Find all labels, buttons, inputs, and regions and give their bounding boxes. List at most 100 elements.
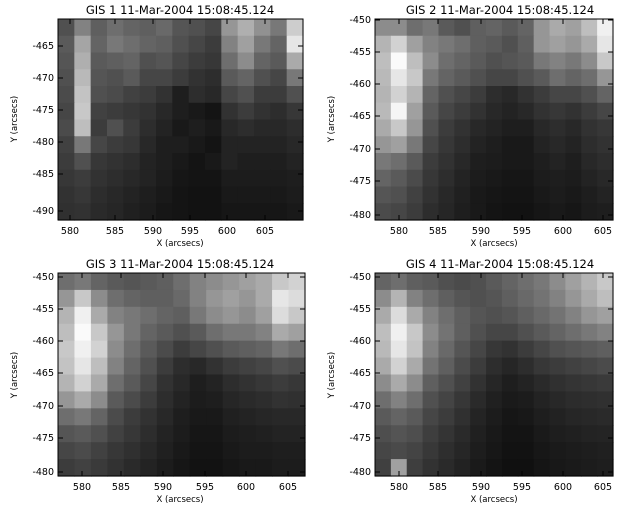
heatmap-cell <box>107 186 124 204</box>
heatmap-cell <box>390 35 408 54</box>
heatmap-cell <box>470 35 487 54</box>
heatmap-cell <box>565 153 582 171</box>
heatmap-cell <box>454 136 471 154</box>
panel-3-heatmap <box>58 273 306 477</box>
heatmap-cell <box>422 306 440 325</box>
heatmap-cell <box>470 186 487 204</box>
heatmap-cell <box>422 273 440 291</box>
heatmap-cell <box>255 306 273 325</box>
heatmap-cell <box>470 425 487 443</box>
heatmap-cell <box>517 425 535 443</box>
heatmap-cell <box>454 19 471 37</box>
heatmap-cell <box>189 391 207 409</box>
heatmap-cell <box>205 86 222 104</box>
heatmap-cell <box>205 119 222 137</box>
heatmap-cell <box>454 340 471 359</box>
heatmap-cell <box>139 102 157 121</box>
heatmap-cell <box>188 119 206 137</box>
heatmap-cell <box>422 357 440 376</box>
heatmap-cell <box>517 169 535 188</box>
heatmap-cell <box>107 459 125 477</box>
y-tick-label: -475 <box>32 433 54 444</box>
heatmap-cell <box>406 357 424 376</box>
heatmap-cell <box>206 357 224 376</box>
heatmap-cell <box>288 374 306 393</box>
heatmap-cell <box>123 86 141 104</box>
heatmap-cell <box>288 459 306 477</box>
heatmap-cell <box>189 340 207 359</box>
heatmap-cell <box>406 153 424 171</box>
heatmap-cell <box>74 408 92 426</box>
heatmap-cell <box>188 136 206 154</box>
heatmap-cell <box>189 323 207 342</box>
heatmap-cell <box>206 289 224 308</box>
panel-4-plot-frame <box>374 272 614 477</box>
heatmap-cell <box>286 19 304 37</box>
heatmap-cell <box>486 119 503 137</box>
heatmap-cell <box>237 203 255 221</box>
heatmap-cell <box>74 306 92 325</box>
heatmap-cell <box>375 52 392 70</box>
heatmap-cell <box>470 153 487 171</box>
heatmap-cell <box>90 186 108 204</box>
heatmap-cell <box>501 153 519 171</box>
heatmap-cell <box>390 273 408 291</box>
heatmap-cell <box>222 340 240 359</box>
heatmap-cell <box>172 52 190 70</box>
heatmap-cell <box>390 86 408 104</box>
heatmap-cell <box>422 119 440 137</box>
x-tick-label: 590 <box>154 482 172 493</box>
heatmap-cell <box>533 408 551 426</box>
heatmap-cell <box>597 273 614 291</box>
heatmap-cell <box>501 340 519 359</box>
heatmap-cell <box>188 203 206 221</box>
heatmap-cell <box>188 153 206 171</box>
y-tick-label: -470 <box>32 73 54 84</box>
heatmap-cell <box>375 19 392 37</box>
heatmap-cell <box>406 35 424 54</box>
heatmap-cell <box>237 153 255 171</box>
x-tick-label: 605 <box>279 482 297 493</box>
heatmap-cell <box>597 340 614 359</box>
heatmap-cell <box>140 357 158 376</box>
heatmap-cell <box>58 186 75 204</box>
heatmap-cell <box>189 408 207 426</box>
heatmap-cell <box>74 136 92 154</box>
heatmap-cell <box>221 136 239 154</box>
heatmap-cell <box>123 391 141 409</box>
heatmap-cell <box>74 323 92 342</box>
heatmap-cell <box>156 203 173 221</box>
heatmap-cell <box>221 119 239 137</box>
heatmap-cell <box>501 69 519 87</box>
heatmap-cell <box>406 306 424 325</box>
heatmap-cell <box>90 153 108 171</box>
heatmap-cell <box>123 19 141 37</box>
heatmap-cell <box>486 323 503 342</box>
heatmap-cell <box>173 408 191 426</box>
heatmap-cell <box>517 186 535 204</box>
heatmap-cell <box>501 408 519 426</box>
heatmap-cell <box>221 203 239 221</box>
heatmap-cell <box>272 374 290 393</box>
y-tick-label: -450 <box>349 15 371 26</box>
heatmap-cell <box>565 357 582 376</box>
heatmap-cell <box>123 169 141 188</box>
heatmap-cell <box>438 323 455 342</box>
heatmap-cell <box>221 86 239 104</box>
heatmap-cell <box>239 340 257 359</box>
heatmap-cell <box>74 203 92 221</box>
heatmap-cell <box>565 374 582 393</box>
heatmap-cell <box>422 136 440 154</box>
heatmap-cell <box>206 391 224 409</box>
x-tick-label: 605 <box>594 482 612 493</box>
heatmap-cell <box>90 289 108 308</box>
heatmap-cell <box>581 35 598 54</box>
heatmap-cell <box>565 186 582 204</box>
y-tick-label: -455 <box>32 304 54 315</box>
heatmap-cell <box>189 425 207 443</box>
heatmap-cell <box>533 102 551 121</box>
heatmap-cell <box>270 169 288 188</box>
heatmap-cell <box>58 306 76 325</box>
heatmap-cell <box>454 52 471 70</box>
heatmap-cell <box>189 357 207 376</box>
